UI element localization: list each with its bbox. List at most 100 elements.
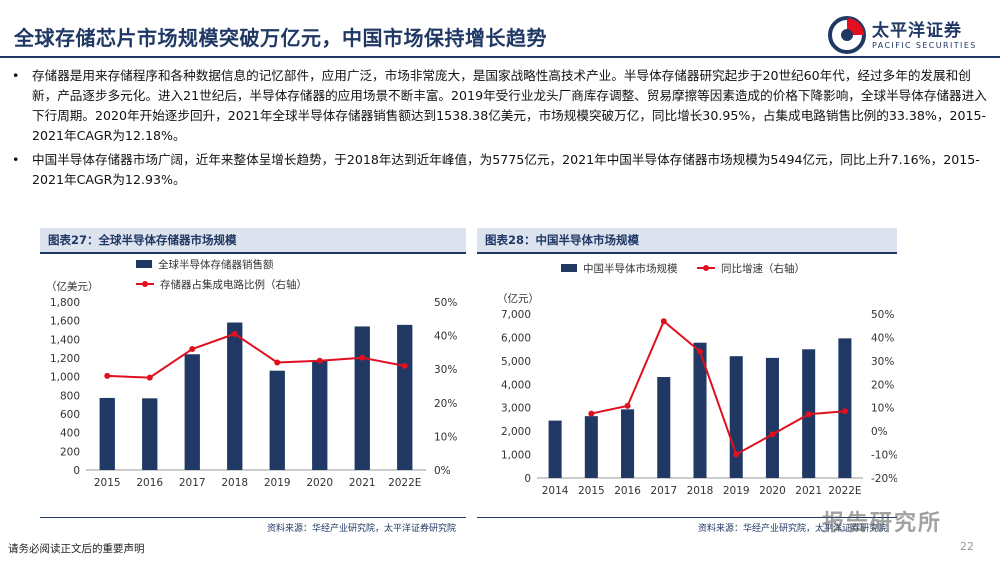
- legend-swatch-point: [142, 281, 148, 287]
- y-tick-label: 400: [60, 428, 80, 440]
- y-tick-label: 0: [524, 473, 531, 485]
- x-tick-label: 2016: [614, 485, 641, 497]
- source-note: 资料来源：华经产业研究院，太平洋证券研究院: [266, 524, 456, 534]
- line-point: [588, 410, 595, 417]
- bar: [142, 398, 158, 470]
- line-point: [624, 402, 631, 409]
- unit-label: （亿元）: [497, 292, 539, 305]
- china-memory-chart: （亿元） 0 1,000 2,000 3,000 4,000 5,000 6,000 7,000…: [497, 262, 897, 497]
- y-tick-label: 800: [60, 390, 80, 402]
- y2-tick-label: 10%: [434, 431, 457, 443]
- bar: [765, 357, 779, 478]
- line-point: [274, 359, 281, 366]
- y-tick-label: 1,000: [50, 372, 80, 384]
- x-tick-label: 2020: [759, 485, 786, 497]
- y-tick-label: 1,400: [50, 334, 80, 346]
- line-point: [841, 408, 848, 415]
- panel-heading: 图表28：中国半导体市场规模: [485, 233, 640, 247]
- x-tick-label: 2017: [179, 477, 206, 489]
- bar: [269, 370, 285, 470]
- bullet-item-china: 中国半导体存储器市场广阔，近年来整体呈增长趋势，于2018年达到近年峰值，为57…: [8, 150, 994, 190]
- x-tick-label: 2021: [795, 485, 822, 497]
- line-point: [805, 411, 812, 418]
- logo-name-cn: 太平洋证券: [872, 21, 962, 41]
- line-point: [660, 318, 667, 325]
- x-tick-label: 2022E: [828, 485, 861, 497]
- company-logo: 太平洋证券 PACIFIC SECURITIES: [826, 14, 996, 56]
- y-tick-label: 6,000: [501, 332, 531, 344]
- x-tick-label: 2018: [687, 485, 714, 497]
- series-line: [107, 332, 405, 379]
- panel-heading-bar: 图表27：全球半导体存储器市场规模: [40, 228, 466, 252]
- y2-tick-label: 40%: [434, 331, 457, 343]
- y2-tick-label: -10%: [871, 450, 897, 462]
- legend-label: 同比增速（右轴）: [721, 262, 805, 275]
- chart-panel-global: 图表27：全球半导体存储器市场规模 （亿美元） 0 200 400 600 800 1,00…: [40, 228, 466, 536]
- y-tick-label: 3,000: [501, 403, 531, 415]
- bullet-item-global: 存储器是用来存储程序和各种数据信息的记忆部件，应用广泛，市场非常庞大，是国家战略…: [8, 66, 994, 146]
- panel-heading-rule: [477, 252, 897, 254]
- page-title: 全球存储芯片市场规模突破万亿元，中国市场保持增长趋势: [14, 26, 547, 50]
- line-point: [769, 431, 776, 438]
- y2-tick-label: -20%: [871, 473, 897, 485]
- x-tick-label: 2016: [136, 477, 163, 489]
- legend-swatch-bar: [136, 260, 152, 268]
- chart-panel-china: 图表28：中国半导体市场规模 （亿元） 0 1,000 2,000 3,000 4,000…: [477, 228, 897, 536]
- y-tick-label: 1,600: [50, 316, 80, 328]
- y-tick-label: 4,000: [501, 379, 531, 391]
- legend-swatch-point: [703, 265, 709, 271]
- y2-tick-label: 0%: [871, 426, 888, 438]
- legend-swatch-bar: [561, 264, 577, 272]
- bar: [354, 326, 370, 470]
- disclaimer-note: 请务必阅读正文后的重要声明: [8, 543, 145, 555]
- bar: [657, 377, 671, 478]
- line-point: [697, 348, 703, 355]
- line-point: [146, 374, 153, 381]
- panel-heading: 图表27：全球半导体存储器市场规模: [48, 233, 237, 247]
- y-tick-label: 1,800: [50, 297, 80, 309]
- bar: [184, 354, 200, 470]
- x-tick-label: 2018: [221, 477, 248, 489]
- global-memory-chart: （亿美元） 0 200 400 600 800 1,000 1,200 1,400 1,600 1,…: [46, 258, 457, 489]
- y-tick-label: 1,000: [501, 450, 531, 462]
- bullet-list: 存储器是用来存储程序和各种数据信息的记忆部件，应用广泛，市场非常庞大，是国家战略…: [8, 66, 994, 194]
- y2-tick-label: 20%: [871, 379, 894, 391]
- legend-label: 中国半导体市场规模: [583, 262, 678, 275]
- bar: [397, 324, 413, 470]
- source-note: 资料来源：华经产业研究院，太平洋证券研究院: [697, 524, 887, 534]
- series-line: [591, 319, 845, 456]
- y2-tick-label: 50%: [434, 297, 457, 309]
- unit-label: （亿美元）: [46, 280, 99, 293]
- x-tick-label: 2019: [723, 485, 750, 497]
- x-tick-label: 2015: [578, 485, 605, 497]
- y-tick-label: 7,000: [501, 309, 531, 321]
- line-point: [733, 451, 740, 458]
- logo-name-en: PACIFIC SECURITIES: [872, 41, 977, 50]
- legend-label: 存储器占集成电路比例（右轴）: [160, 278, 307, 291]
- y2-tick-label: 50%: [871, 309, 894, 321]
- y2-tick-label: 10%: [871, 403, 894, 415]
- line-point: [231, 330, 238, 337]
- line-point: [316, 357, 323, 364]
- bar: [548, 420, 562, 478]
- panel-heading-bar: 图表28：中国半导体市场规模: [477, 228, 897, 252]
- x-tick-label: 2021: [349, 477, 376, 489]
- y2-tick-label: 20%: [434, 398, 457, 410]
- line-point: [104, 372, 111, 379]
- x-tick-label: 2022E: [388, 477, 421, 489]
- page-number: 22: [960, 540, 974, 553]
- logo-mark-icon: [828, 16, 866, 54]
- bar: [693, 342, 707, 478]
- x-tick-label: 2020: [306, 477, 333, 489]
- watermark: 报告研究所: [822, 511, 943, 536]
- bar: [584, 416, 598, 478]
- x-tick-label: 2017: [650, 485, 677, 497]
- y2-tick-label: 30%: [434, 364, 457, 376]
- panel-source-bar: 资料来源：华经产业研究院，太平洋证券研究院: [40, 517, 466, 536]
- panel-source-bar: 资料来源：华经产业研究院，太平洋证券研究院: [477, 517, 897, 536]
- x-tick-label: 2014: [542, 485, 569, 497]
- y2-tick-label: 0%: [434, 465, 451, 477]
- title-divider: [0, 56, 1000, 58]
- y-tick-label: 200: [60, 446, 80, 458]
- legend-label: 全球半导体存储器销售额: [158, 258, 274, 271]
